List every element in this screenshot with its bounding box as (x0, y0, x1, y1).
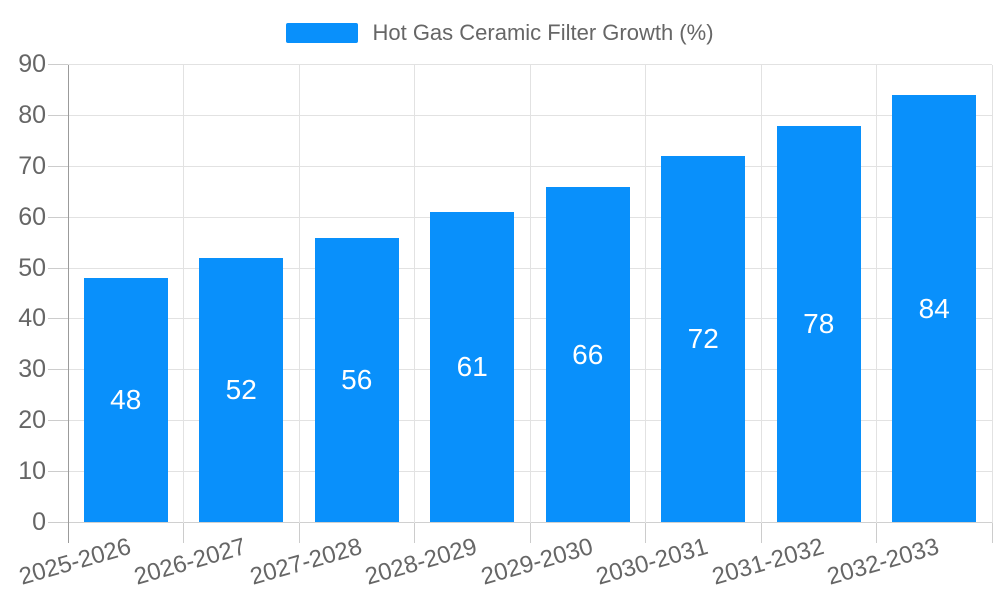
y-axis-tick (48, 267, 68, 269)
x-axis-label: 2030-2031 (593, 533, 712, 591)
bar-value-label: 52 (225, 374, 257, 406)
gridline-vertical (183, 64, 184, 523)
y-axis-label: 60 (18, 202, 46, 231)
bar[interactable]: 61 (430, 212, 515, 523)
bar-value-label: 66 (572, 338, 604, 370)
y-axis-tick (48, 165, 68, 167)
bar-value-label: 61 (456, 351, 488, 383)
gridline-vertical (876, 64, 877, 523)
x-axis-label: 2031-2032 (709, 533, 827, 591)
y-axis-label: 40 (18, 304, 46, 333)
y-axis-label: 70 (18, 151, 46, 180)
x-axis-label: 2028-2029 (362, 533, 481, 591)
x-axis-label: 2029-2030 (478, 533, 596, 591)
gridline-vertical (414, 64, 415, 523)
bar[interactable]: 52 (199, 257, 284, 523)
y-axis-tick (48, 369, 68, 371)
x-axis-tick (876, 522, 877, 543)
bar[interactable]: 84 (892, 95, 977, 523)
y-axis-label: 10 (18, 457, 46, 486)
y-axis-tick (48, 216, 68, 218)
gridline-vertical (298, 64, 300, 523)
x-axis-label: 2026-2027 (131, 533, 250, 591)
legend-item[interactable]: Hot Gas Ceramic Filter Growth (%) (0, 22, 1000, 44)
y-axis-label: 20 (18, 406, 46, 435)
y-axis-tick (48, 471, 68, 473)
legend-label: Hot Gas Ceramic Filter Growth (%) (372, 20, 714, 45)
y-axis-label: 50 (18, 253, 46, 282)
x-axis-tick (760, 522, 762, 543)
x-axis-tick (991, 522, 993, 543)
x-axis-tick (298, 522, 300, 543)
legend-swatch (286, 23, 359, 43)
x-axis-tick (414, 522, 415, 543)
bar-value-label: 78 (803, 308, 835, 340)
y-axis-tick (48, 318, 68, 320)
y-axis-label: 30 (18, 355, 46, 384)
y-axis-tick (48, 522, 68, 523)
x-axis-tick (645, 522, 646, 543)
y-axis-tick (48, 114, 68, 116)
gridline-vertical (760, 64, 762, 523)
bar[interactable]: 66 (545, 186, 630, 523)
y-axis-label: 0 (32, 508, 46, 536)
x-axis-tick (529, 522, 531, 543)
x-axis-label: 2027-2028 (247, 533, 365, 591)
x-axis-label: 2025-2026 (16, 533, 134, 591)
bar[interactable]: 48 (83, 278, 168, 523)
bar-value-label: 72 (687, 323, 719, 355)
y-axis-line (67, 64, 69, 543)
bar-value-label: 48 (110, 384, 142, 416)
gridline-vertical (529, 64, 531, 523)
x-axis-tick (183, 522, 184, 543)
bar[interactable]: 78 (776, 125, 861, 523)
gridline-vertical (645, 64, 646, 523)
x-axis-label: 2032-2033 (824, 533, 943, 591)
bar-value-label: 56 (341, 364, 373, 395)
y-axis-tick (48, 420, 68, 422)
bar-value-label: 84 (918, 292, 950, 324)
gridline-vertical (991, 64, 993, 523)
y-axis-label: 80 (18, 100, 46, 129)
y-axis-label: 90 (18, 50, 46, 78)
y-axis-tick (48, 64, 68, 65)
bar[interactable]: 56 (314, 237, 399, 523)
bar[interactable]: 72 (661, 156, 746, 523)
